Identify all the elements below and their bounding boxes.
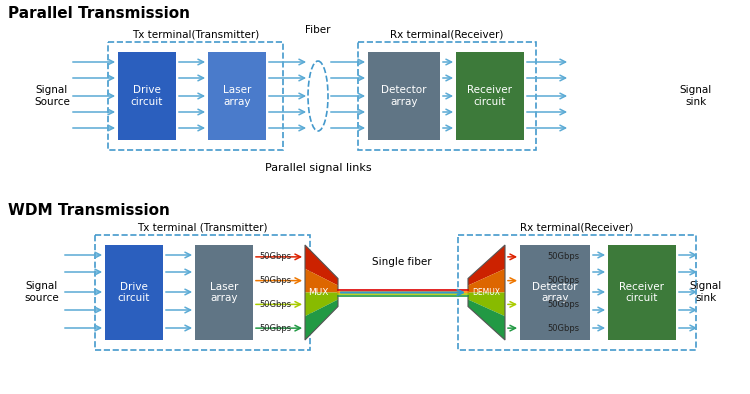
- Bar: [520, 245, 590, 340]
- Text: DEMUX: DEMUX: [472, 288, 500, 297]
- Text: 50Gbps: 50Gbps: [547, 323, 579, 333]
- Text: Receiver
circuit: Receiver circuit: [467, 85, 512, 107]
- Polygon shape: [305, 245, 338, 286]
- Text: MUX: MUX: [308, 288, 328, 297]
- Text: Tx terminal (Transmitter): Tx terminal (Transmitter): [137, 222, 268, 232]
- Bar: [358, 42, 536, 150]
- Bar: [608, 245, 676, 340]
- Text: 50Gbps: 50Gbps: [259, 276, 291, 285]
- Text: Parallel signal links: Parallel signal links: [265, 163, 371, 173]
- Polygon shape: [305, 269, 338, 292]
- Bar: [368, 52, 440, 140]
- Bar: [108, 42, 283, 150]
- Text: Detector
array: Detector array: [381, 85, 427, 107]
- Text: Laser
array: Laser array: [223, 85, 251, 107]
- Text: Signal
sink: Signal sink: [690, 281, 722, 303]
- Text: Signal
Source: Signal Source: [34, 85, 70, 107]
- Text: Tx terminal(Transmitter): Tx terminal(Transmitter): [132, 29, 260, 39]
- Text: 50Gbps: 50Gbps: [259, 300, 291, 309]
- Bar: [456, 52, 524, 140]
- Text: Rx terminal(Receiver): Rx terminal(Receiver): [390, 29, 504, 39]
- Text: Receiver
circuit: Receiver circuit: [620, 282, 664, 303]
- Text: Parallel Transmission: Parallel Transmission: [8, 6, 190, 20]
- Text: 50Gbps: 50Gbps: [259, 323, 291, 333]
- Text: Laser
array: Laser array: [210, 282, 238, 303]
- Text: Drive
circuit: Drive circuit: [130, 85, 164, 107]
- Text: 50Gbps: 50Gbps: [547, 300, 579, 309]
- Polygon shape: [468, 292, 505, 316]
- Bar: [95, 235, 310, 350]
- Text: 50Gbps: 50Gbps: [259, 253, 291, 261]
- Polygon shape: [468, 299, 505, 340]
- Text: Fiber: Fiber: [305, 25, 331, 35]
- Text: Rx terminal(Receiver): Rx terminal(Receiver): [520, 222, 634, 232]
- Text: Drive
circuit: Drive circuit: [118, 282, 150, 303]
- Bar: [458, 235, 696, 350]
- Bar: [195, 245, 253, 340]
- Polygon shape: [305, 299, 338, 340]
- Text: WDM Transmission: WDM Transmission: [8, 203, 170, 217]
- Text: Signal
sink: Signal sink: [680, 85, 712, 107]
- Text: 50Gbps: 50Gbps: [547, 276, 579, 285]
- Text: Single fiber: Single fiber: [372, 257, 432, 267]
- Bar: [105, 245, 163, 340]
- Text: Signal
source: Signal source: [25, 281, 59, 303]
- Polygon shape: [468, 245, 505, 286]
- Polygon shape: [305, 292, 338, 316]
- Bar: [208, 52, 266, 140]
- Bar: [118, 52, 176, 140]
- Polygon shape: [468, 269, 505, 292]
- Text: Detector
array: Detector array: [532, 282, 578, 303]
- Text: 50Gbps: 50Gbps: [547, 253, 579, 261]
